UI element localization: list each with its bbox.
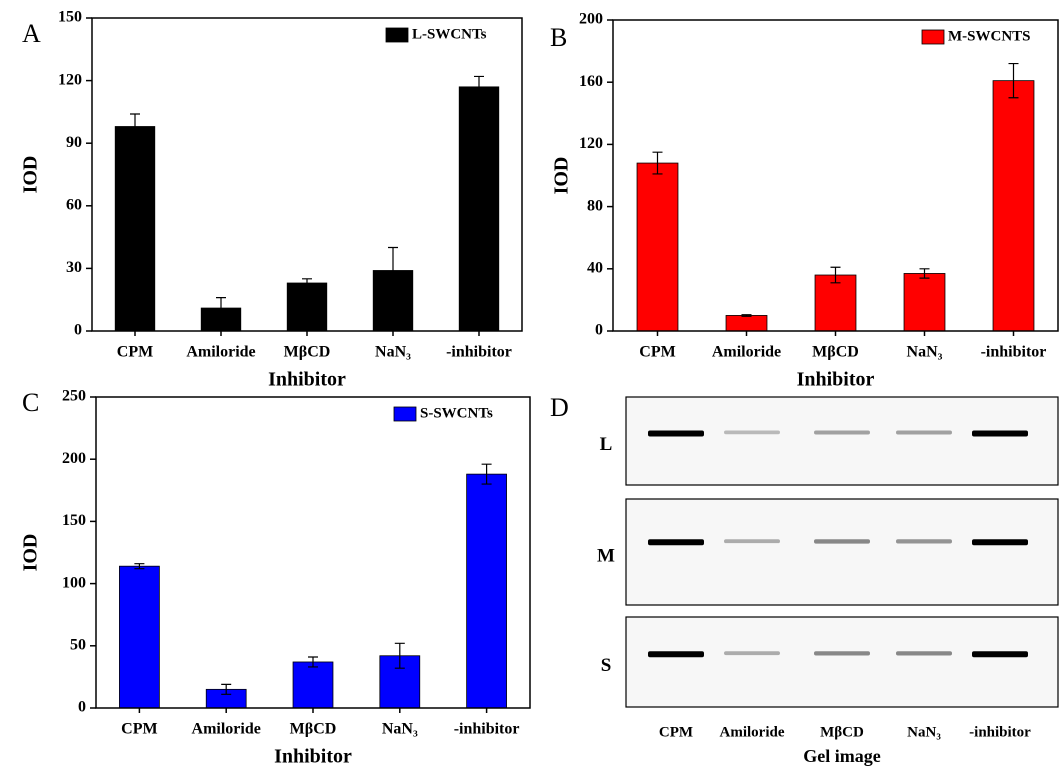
bar: [115, 127, 155, 331]
gel-lane-label: NaN₃: [907, 724, 941, 740]
x-tick-label: MβCD: [284, 344, 331, 361]
y-tick-label: 30: [66, 259, 82, 276]
y-tick-label: 50: [70, 636, 86, 653]
legend-label: S-SWCNTs: [420, 405, 493, 421]
gel-row-label: L: [600, 434, 613, 455]
y-tick-label: 150: [62, 512, 86, 529]
bar: [459, 87, 499, 331]
x-axis-label: Inhibitor: [797, 369, 875, 391]
gel-band: [648, 430, 704, 436]
legend-label: L-SWCNTs: [412, 26, 487, 42]
x-tick-label: NaN₃: [382, 721, 418, 738]
bar: [726, 315, 767, 331]
gel-band: [814, 539, 870, 543]
gel-row-label: M: [597, 546, 615, 567]
y-axis-label: IOD: [551, 157, 573, 195]
panel-label: D: [550, 393, 569, 422]
x-tick-label: NaN₃: [907, 344, 943, 361]
bar: [287, 283, 327, 331]
gel-band: [724, 430, 780, 434]
gel-band: [972, 539, 1028, 545]
gel-row-label: S: [601, 655, 612, 676]
x-tick-label: -inhibitor: [446, 344, 512, 361]
legend-swatch: [394, 407, 416, 421]
x-tick-label: Amiloride: [192, 721, 261, 738]
y-tick-label: 250: [62, 388, 86, 405]
x-tick-label: Amiloride: [186, 344, 255, 361]
bar: [119, 566, 159, 708]
gel-band: [972, 651, 1028, 657]
x-tick-label: CPM: [639, 344, 675, 361]
gel-band: [814, 430, 870, 434]
x-tick-label: MβCD: [812, 344, 859, 361]
x-tick-label: CPM: [117, 344, 153, 361]
y-tick-label: 150: [58, 9, 82, 26]
panel-label: B: [550, 23, 567, 52]
figure: A IOD Inhibitor 0 30 60 90 120 150 L-SWCNTs CPM Ami…: [0, 0, 1060, 773]
x-tick-label: Amiloride: [712, 344, 781, 361]
panel-label: A: [22, 19, 41, 48]
panel-label: C: [22, 388, 39, 417]
y-tick-label: 120: [58, 71, 82, 88]
x-tick-label: -inhibitor: [981, 344, 1047, 361]
gel-lane-label: -inhibitor: [969, 724, 1031, 740]
y-tick-label: 40: [587, 259, 603, 276]
gel-lane-label: CPM: [659, 724, 693, 740]
x-tick-label: CPM: [121, 721, 157, 738]
gel-band: [648, 651, 704, 657]
bar: [467, 474, 507, 708]
y-tick-label: 0: [78, 699, 86, 716]
y-axis-label: IOD: [20, 156, 42, 194]
gel-band: [814, 651, 870, 655]
gel-band: [896, 430, 952, 434]
bar: [637, 163, 678, 331]
y-tick-label: 0: [74, 322, 82, 339]
bar: [904, 273, 945, 331]
x-tick-label: NaN₃: [375, 344, 411, 361]
y-tick-label: 100: [62, 574, 86, 591]
y-tick-label: 120: [579, 135, 603, 152]
gel-band: [724, 539, 780, 543]
x-tick-label: MβCD: [290, 721, 337, 738]
gel-band: [648, 539, 704, 545]
gel-band: [896, 651, 952, 655]
gel-box: [626, 397, 1058, 485]
bar: [993, 81, 1034, 331]
legend-swatch: [386, 28, 408, 42]
legend-label: M-SWCNTS: [948, 28, 1031, 44]
y-tick-label: 90: [66, 134, 82, 151]
y-tick-label: 200: [62, 450, 86, 467]
x-axis-label: Inhibitor: [274, 746, 352, 768]
legend-swatch: [922, 30, 944, 44]
y-axis-label: IOD: [20, 534, 42, 572]
x-tick-label: -inhibitor: [454, 721, 520, 738]
y-tick-label: 80: [587, 197, 603, 214]
gel-xlabel: Gel image: [803, 746, 880, 766]
gel-band: [896, 539, 952, 543]
gel-lane-label: Amiloride: [720, 724, 785, 740]
gel-band: [972, 430, 1028, 436]
y-tick-label: 200: [579, 11, 603, 28]
bar: [293, 662, 333, 708]
y-tick-label: 0: [595, 322, 603, 339]
y-tick-label: 60: [66, 196, 82, 213]
x-axis-label: Inhibitor: [268, 369, 346, 391]
gel-band: [724, 651, 780, 655]
gel-box: [626, 499, 1058, 605]
gel-lane-label: MβCD: [820, 724, 864, 740]
bar: [815, 275, 856, 331]
gel-box: [626, 617, 1058, 707]
y-tick-label: 160: [579, 73, 603, 90]
